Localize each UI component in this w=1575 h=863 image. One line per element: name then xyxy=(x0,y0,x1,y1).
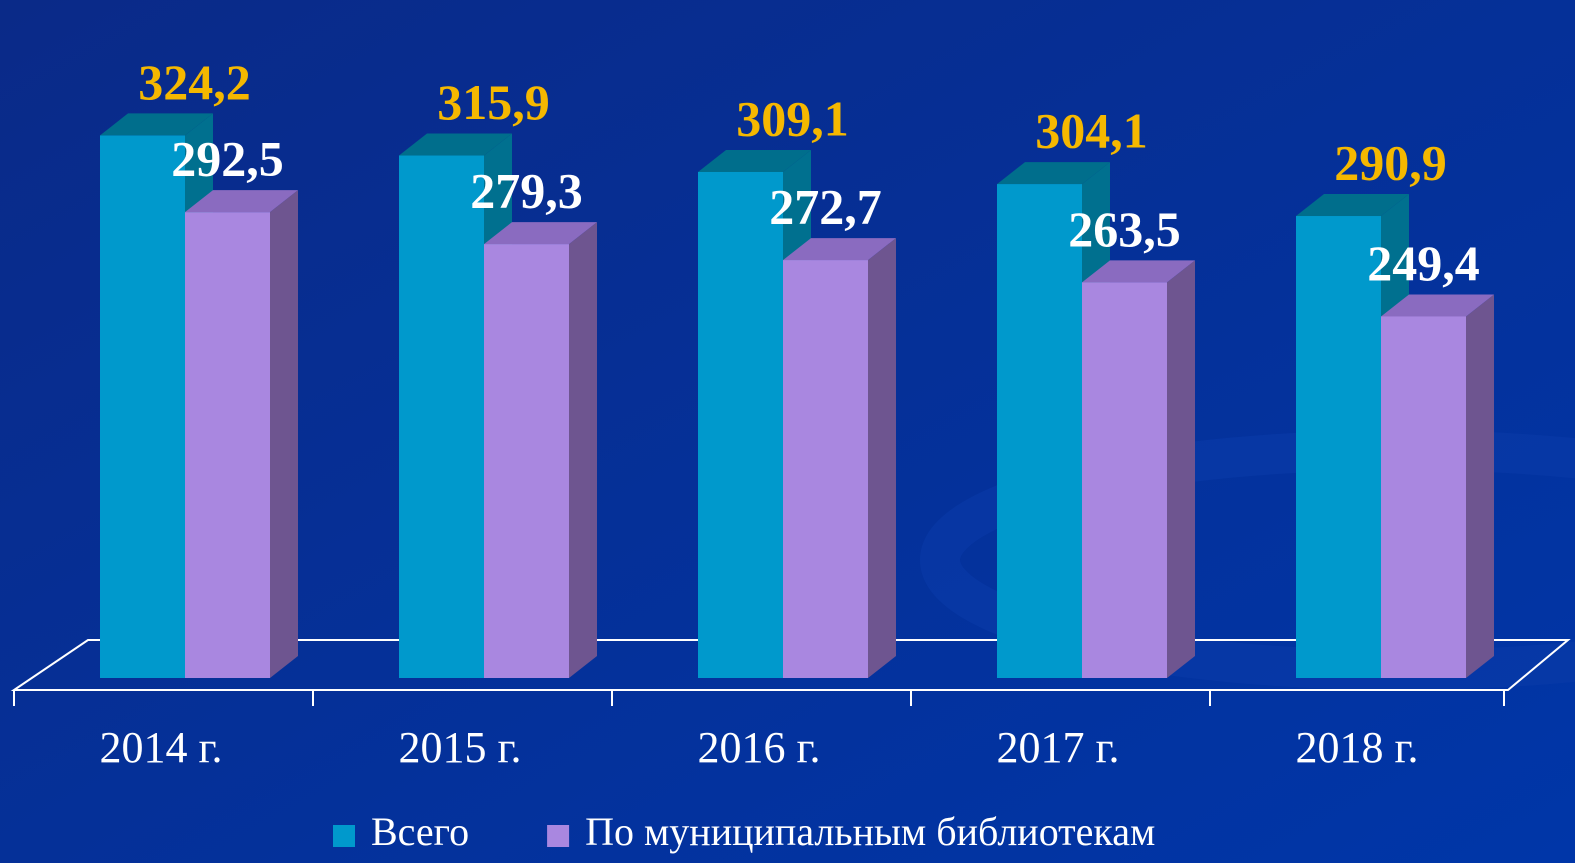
bar-top xyxy=(783,238,896,261)
value-label: 309,1 xyxy=(736,90,849,146)
bar-side xyxy=(1167,260,1195,678)
legend-swatch xyxy=(547,825,570,847)
bar xyxy=(1082,282,1167,678)
bar-top xyxy=(698,149,811,172)
bar-side xyxy=(270,190,298,678)
value-label: 292,5 xyxy=(171,131,284,187)
value-label: 272,7 xyxy=(769,179,882,235)
legend-label: Всего xyxy=(371,809,469,854)
legend-label: По муниципальным библиотекам xyxy=(585,809,1155,854)
value-label: 263,5 xyxy=(1068,201,1181,257)
x-tick-label: 2018 г. xyxy=(1295,723,1418,772)
bar-top xyxy=(399,133,512,156)
bar-top xyxy=(1082,260,1195,283)
value-label: 279,3 xyxy=(470,163,583,219)
value-label: 324,2 xyxy=(138,54,251,110)
bar xyxy=(1296,216,1381,678)
bar-top xyxy=(185,190,298,213)
bar-side xyxy=(569,222,597,678)
bar-top xyxy=(100,113,213,136)
bar xyxy=(100,135,185,678)
x-tick-label: 2015 г. xyxy=(398,723,521,772)
bar xyxy=(399,155,484,679)
bar xyxy=(1381,316,1466,678)
bar xyxy=(997,184,1082,678)
bar-side xyxy=(1466,294,1494,678)
x-tick-label: 2016 г. xyxy=(697,723,820,772)
bar-top xyxy=(997,162,1110,185)
value-label: 304,1 xyxy=(1035,103,1148,159)
bar-top xyxy=(1381,294,1494,317)
bar xyxy=(484,244,569,678)
bar xyxy=(698,171,783,678)
legend-swatch xyxy=(333,825,355,847)
value-label: 290,9 xyxy=(1334,134,1447,190)
value-label: 249,4 xyxy=(1367,235,1480,291)
x-tick-label: 2017 г. xyxy=(996,723,1119,772)
value-label: 315,9 xyxy=(437,74,550,130)
bar xyxy=(185,212,270,678)
bar-top xyxy=(484,222,597,245)
x-tick-label: 2014 г. xyxy=(99,723,222,772)
bar-top xyxy=(1296,194,1409,217)
bar-side xyxy=(868,238,896,679)
bar xyxy=(783,260,868,678)
